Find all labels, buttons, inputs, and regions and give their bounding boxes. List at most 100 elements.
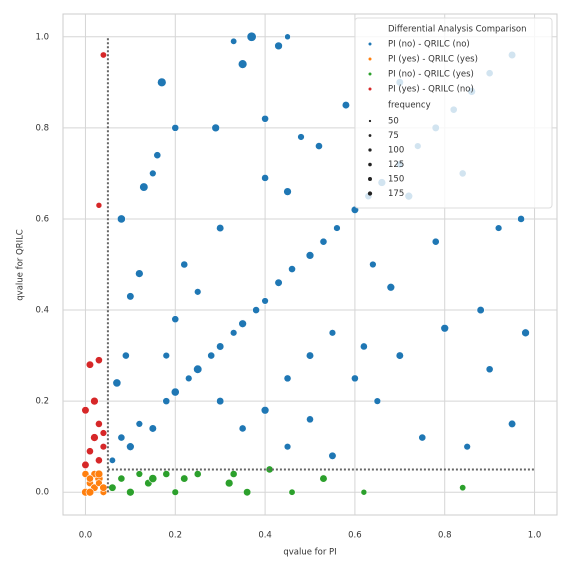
point <box>95 356 103 365</box>
point <box>252 306 261 314</box>
point <box>117 474 126 483</box>
legend-label: PI (yes) - QRILC (no) <box>388 85 474 95</box>
point <box>194 288 202 296</box>
legend-size-label: 150 <box>388 175 404 185</box>
point <box>112 378 122 388</box>
point <box>95 420 103 428</box>
point <box>224 478 234 488</box>
legend-subtitle: frequency <box>388 101 431 111</box>
point <box>90 396 99 406</box>
legend-marker <box>368 42 372 46</box>
point <box>261 114 269 123</box>
point <box>395 351 404 360</box>
point <box>135 420 144 428</box>
point <box>149 169 157 178</box>
point <box>162 470 171 478</box>
legend-label: PI (yes) - QRILC (yes) <box>388 55 478 65</box>
legend-size-label: 50 <box>388 117 399 127</box>
point <box>162 351 171 360</box>
point <box>193 470 202 478</box>
point <box>261 297 269 305</box>
point <box>333 224 341 232</box>
point <box>170 387 180 397</box>
legend-size-marker <box>368 119 372 123</box>
point <box>121 351 130 360</box>
point <box>283 187 292 196</box>
point <box>95 456 103 465</box>
x-tick-label: 0.6 <box>348 531 362 541</box>
point <box>148 474 158 483</box>
point <box>238 319 247 328</box>
point <box>328 329 337 337</box>
y-tick-label: 1.0 <box>35 32 49 42</box>
point <box>99 483 108 492</box>
legend-size-label: 175 <box>388 189 404 199</box>
point <box>86 474 94 483</box>
legend-marker <box>368 57 372 61</box>
point <box>288 488 296 496</box>
y-tick-label: 0.6 <box>35 214 49 224</box>
point <box>95 201 103 209</box>
x-tick-label: 0.4 <box>258 531 272 541</box>
point <box>135 269 144 278</box>
point <box>305 351 315 360</box>
point <box>521 328 530 338</box>
point <box>116 214 126 224</box>
x-tick-label: 0.0 <box>79 531 93 541</box>
x-tick-label: 0.2 <box>169 531 183 541</box>
point <box>274 278 283 287</box>
point <box>260 406 270 415</box>
legend-size-label: 100 <box>388 146 404 156</box>
legend-size-marker <box>368 148 372 152</box>
x-axis-label: qvalue for PI <box>283 548 336 558</box>
point <box>431 237 440 246</box>
point <box>261 174 269 182</box>
point <box>86 447 94 456</box>
point <box>386 283 396 292</box>
point <box>153 151 162 160</box>
x-tick-label: 1.0 <box>528 531 542 541</box>
point <box>126 487 135 497</box>
point <box>418 433 427 442</box>
point <box>246 31 257 42</box>
point <box>81 406 90 415</box>
point <box>230 37 238 45</box>
point <box>283 442 292 451</box>
point <box>237 59 248 69</box>
y-axis-label: qvalue for QRILC <box>16 229 26 301</box>
y-tick-label: 0.0 <box>35 488 49 498</box>
point <box>216 397 225 406</box>
point <box>459 484 467 492</box>
point <box>185 374 193 383</box>
point <box>517 215 525 223</box>
point <box>85 360 95 369</box>
point <box>117 433 126 442</box>
point <box>162 397 171 406</box>
point <box>207 351 216 360</box>
legend-size-label: 125 <box>388 160 404 170</box>
point <box>360 488 368 496</box>
point <box>319 237 328 246</box>
point <box>297 133 305 141</box>
point <box>180 260 189 269</box>
point <box>508 419 517 428</box>
point <box>229 329 238 337</box>
point <box>485 365 494 374</box>
y-tick-label: 0.8 <box>35 123 49 133</box>
point <box>306 415 314 424</box>
point <box>139 182 149 192</box>
legend-size-marker <box>368 177 372 181</box>
point <box>171 488 179 496</box>
point <box>85 487 95 497</box>
legend-size-marker <box>368 134 372 137</box>
point <box>148 424 157 433</box>
point <box>283 374 292 383</box>
point <box>216 223 225 233</box>
point <box>288 265 296 273</box>
point <box>180 474 189 483</box>
point <box>81 460 90 469</box>
point <box>463 442 471 451</box>
point <box>305 251 315 260</box>
legend-marker <box>368 87 372 91</box>
legend-label: PI (no) - QRILC (yes) <box>388 70 474 80</box>
